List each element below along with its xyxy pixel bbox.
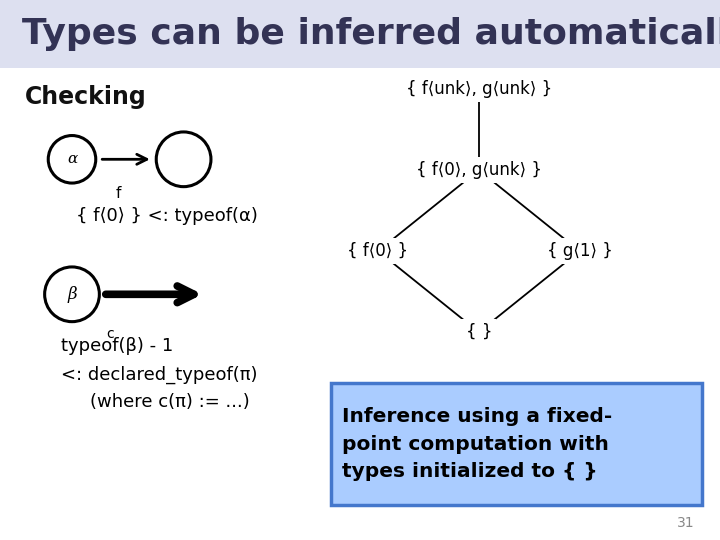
Ellipse shape <box>45 267 99 322</box>
Text: 31: 31 <box>678 516 695 530</box>
Text: { g⟨1⟩ }: { g⟨1⟩ } <box>546 242 613 260</box>
Text: c: c <box>107 327 114 341</box>
Ellipse shape <box>156 132 211 187</box>
Text: { f⟨0⟩, g⟨unk⟩ }: { f⟨0⟩, g⟨unk⟩ } <box>416 161 541 179</box>
Text: f: f <box>116 186 122 201</box>
Text: { }: { } <box>466 323 492 341</box>
Text: Types can be inferred automatically: Types can be inferred automatically <box>22 17 720 51</box>
Text: Inference using a fixed-
point computation with
types initialized to { }: Inference using a fixed- point computati… <box>342 407 612 481</box>
FancyBboxPatch shape <box>331 383 702 505</box>
Text: (where c(π) := ...): (where c(π) := ...) <box>90 393 250 411</box>
Text: <: declared_typeof(π): <: declared_typeof(π) <box>61 366 258 384</box>
Text: { f⟨unk⟩, g⟨unk⟩ }: { f⟨unk⟩, g⟨unk⟩ } <box>405 80 552 98</box>
Text: { f⟨0⟩ }: { f⟨0⟩ } <box>348 242 408 260</box>
Text: α: α <box>67 152 77 166</box>
Ellipse shape <box>48 136 96 183</box>
Text: typeof(β) - 1: typeof(β) - 1 <box>61 336 174 355</box>
FancyBboxPatch shape <box>0 0 720 68</box>
Text: Checking: Checking <box>25 85 147 109</box>
Text: { f⟨0⟩ } <: typeof(α): { f⟨0⟩ } <: typeof(α) <box>76 207 258 225</box>
Text: β: β <box>67 286 77 303</box>
